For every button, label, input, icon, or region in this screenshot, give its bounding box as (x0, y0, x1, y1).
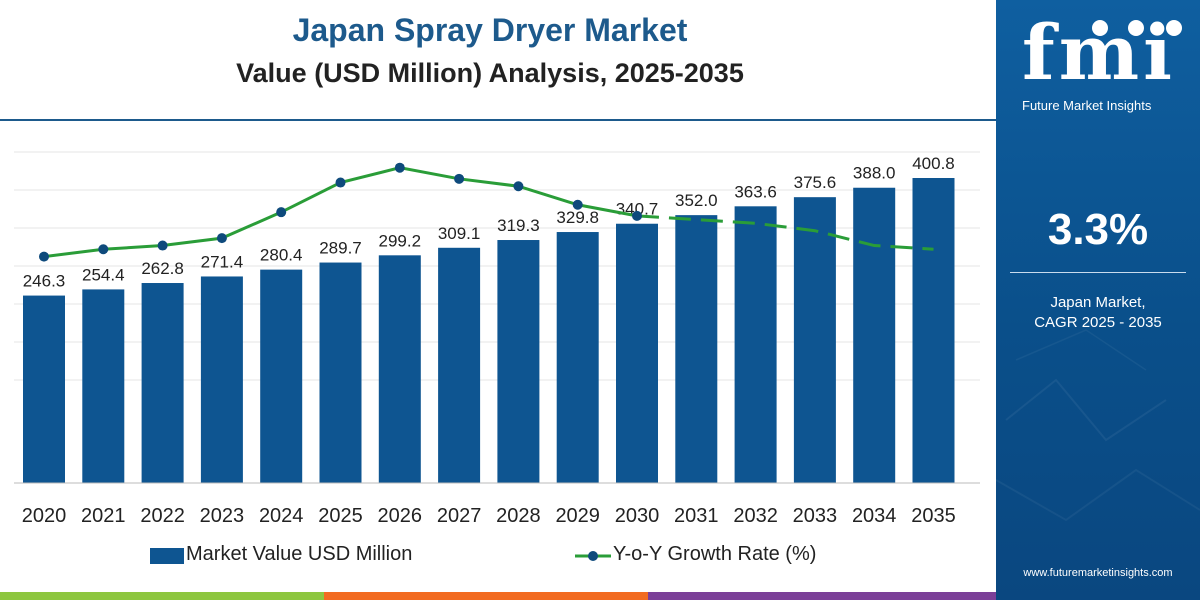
growth-point-2020 (39, 251, 49, 262)
header-divider (0, 119, 996, 121)
growth-line-forecast (636, 214, 934, 251)
bar-value-label: 319.3 (497, 216, 540, 235)
bar-value-label: 262.8 (141, 259, 184, 278)
fmi-logo: fmi Future Market Insights (1020, 8, 1190, 118)
x-tick-label: 2023 (200, 505, 245, 527)
logo-dot-icon (1128, 20, 1144, 36)
bar-value-label: 254.4 (82, 265, 125, 284)
side-panel: fmi Future Market Insights 3.3% Japan Ma… (996, 0, 1200, 600)
chart-title: Japan Spray Dryer Market (292, 12, 688, 48)
growth-point-2026 (394, 162, 405, 173)
x-axis-tick-labels: 2020 2021 2022 2023 2024 2025 2026 2027 2028 2029… (22, 505, 956, 527)
x-tick-label: 2031 (674, 505, 719, 527)
x-tick-label: 2022 (140, 505, 185, 527)
x-tick-label: 2024 (259, 505, 304, 527)
bar-value-label: 363.6 (734, 182, 777, 201)
bar-value-label: 271.4 (201, 252, 244, 271)
cagr-label-period: CAGR 2025 - 2035 (1034, 314, 1162, 331)
x-tick-label: 2033 (793, 505, 838, 527)
bar-value-label: 329.8 (556, 208, 599, 227)
growth-point-2022 (157, 240, 168, 251)
bar-2029 (556, 232, 599, 483)
bar-value-label: 388.0 (853, 164, 896, 183)
x-tick-label: 2034 (852, 505, 897, 527)
bar-value-label: 246.3 (23, 272, 66, 291)
growth-point-2024 (276, 207, 287, 218)
chart-plot-area: 246.3 254.4 262.8 271.4 280.4 289.7 299.2 309.1… (14, 151, 980, 527)
bar-2025 (319, 262, 362, 483)
growth-line (39, 162, 934, 262)
bar-2028 (497, 240, 540, 483)
cagr-value: 3.3% (1047, 205, 1149, 254)
footer-stripe-green (0, 592, 324, 600)
bar-value-label: 400.8 (912, 154, 955, 173)
x-tick-label: 2032 (733, 505, 778, 527)
bar-value-label: 309.1 (438, 224, 481, 243)
bar-value-label: 289.7 (319, 239, 362, 258)
cagr-label-market: Japan Market, (1050, 294, 1146, 311)
legend-bar-label: Market Value USD Million (186, 543, 413, 565)
bar-2035 (912, 178, 955, 483)
bar-value-label: 352.0 (675, 191, 718, 210)
bar-value-label: 280.4 (260, 246, 303, 265)
x-tick-label: 2030 (615, 505, 660, 527)
bar-2022 (141, 283, 184, 483)
legend-line-label: Y-o-Y Growth Rate (%) (613, 543, 817, 565)
legend-bar-swatch (150, 548, 184, 564)
logo-dot-icon (1092, 20, 1108, 36)
logo-tagline: Future Market Insights (1022, 98, 1152, 113)
bar-value-label: 299.2 (379, 231, 422, 250)
growth-point-2025 (335, 177, 346, 188)
growth-point-2028 (513, 181, 524, 192)
bar-2024 (260, 269, 303, 483)
chart-legend: Market Value USD Million Y-o-Y Growth Ra… (0, 538, 996, 572)
x-tick-label: 2025 (318, 505, 363, 527)
bar-2030 (616, 223, 658, 483)
x-tick-label: 2026 (378, 505, 423, 527)
bar-2021 (82, 289, 125, 483)
bar-2023 (200, 276, 243, 483)
bar-2027 (438, 247, 481, 483)
growth-point-2027 (454, 173, 465, 184)
logo-dot-icon (1166, 20, 1182, 36)
x-tick-label: 2020 (22, 505, 67, 527)
x-tick-label: 2035 (911, 505, 956, 527)
bar-2032 (734, 206, 777, 483)
bar-2034 (853, 187, 896, 483)
bar-2033 (793, 197, 836, 484)
legend-line-swatch (575, 551, 611, 561)
bar-2020 (23, 295, 65, 483)
growth-point-2030 (632, 210, 642, 221)
bar-2031 (675, 215, 718, 483)
x-tick-label: 2028 (496, 505, 541, 527)
bars (14, 178, 980, 484)
chart-subtitle: Value (USD Million) Analysis, 2025-2035 (236, 58, 744, 88)
panel-texture (996, 329, 1200, 522)
footer-stripe-purple (648, 592, 996, 600)
cagr-divider (1010, 272, 1186, 273)
website-link[interactable]: www.futuremarketinsights.com (1023, 567, 1173, 579)
x-tick-label: 2029 (555, 505, 600, 527)
growth-point-2029 (572, 199, 583, 210)
growth-point-2023 (216, 233, 227, 244)
footer-stripe-orange (324, 592, 648, 600)
x-tick-label: 2027 (437, 505, 482, 527)
bar-value-label: 375.6 (794, 173, 837, 192)
growth-point-2021 (98, 244, 109, 255)
bar-2026 (378, 255, 421, 483)
x-tick-label: 2021 (81, 505, 126, 527)
bar-value-labels: 246.3 254.4 262.8 271.4 280.4 289.7 299.2 309.1… (23, 154, 955, 291)
